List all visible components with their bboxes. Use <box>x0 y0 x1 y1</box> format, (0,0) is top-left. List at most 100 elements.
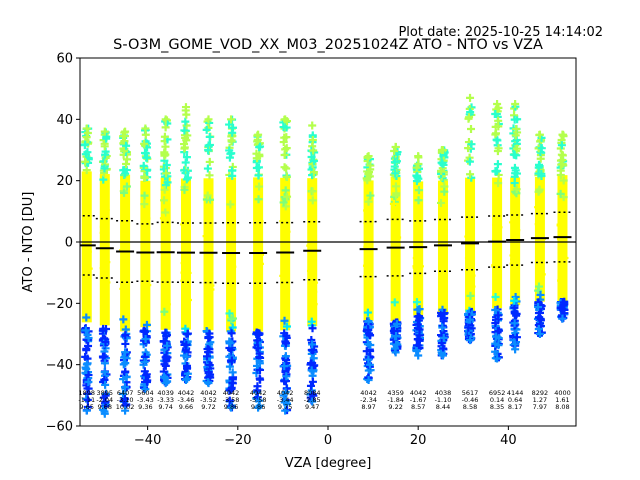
data-point <box>466 336 475 345</box>
data-point <box>225 309 234 318</box>
data-point <box>414 351 423 360</box>
data-point <box>439 344 448 353</box>
data-point <box>308 324 317 333</box>
data-point <box>227 115 236 124</box>
data-point <box>282 172 291 181</box>
data-band <box>307 178 318 327</box>
group-stdev-label: 9.75 <box>278 403 292 411</box>
data-point <box>122 141 131 150</box>
data-point <box>392 319 401 328</box>
data-point <box>82 360 91 369</box>
data-point <box>101 380 110 389</box>
y-tick-label: 20 <box>56 174 73 189</box>
data-band <box>413 181 424 316</box>
data-point <box>308 340 317 349</box>
data-point <box>281 337 290 346</box>
data-point <box>83 330 92 339</box>
data-point <box>308 271 317 280</box>
data-point <box>101 338 110 347</box>
data-point <box>464 232 473 241</box>
data-point <box>364 376 373 384</box>
y-tick-label: −60 <box>46 420 73 435</box>
data-point <box>279 271 288 280</box>
data-point <box>307 297 316 306</box>
group-count-label: 8084 <box>304 389 321 397</box>
data-point <box>81 150 90 159</box>
data-point <box>390 147 399 156</box>
data-point <box>183 329 192 338</box>
data-point <box>141 371 150 380</box>
data-point <box>81 352 90 361</box>
data-point <box>205 157 214 166</box>
data-point <box>255 182 264 191</box>
data-point <box>364 317 373 326</box>
data-point <box>363 206 372 215</box>
data-point <box>512 209 521 218</box>
data-point <box>557 221 566 230</box>
chart-title: S-O3M_GOME_VOD_XX_M03_20251024Z ATO - NT… <box>113 37 543 53</box>
data-point <box>141 334 150 343</box>
data-point <box>307 366 316 375</box>
data-point <box>99 228 108 237</box>
group-stdev-label: 8.57 <box>411 403 425 411</box>
data-point <box>512 185 521 194</box>
data-point <box>162 300 171 309</box>
data-point <box>121 127 130 136</box>
group-count-label: 4042 <box>410 389 427 397</box>
group-stdev-label: 8.35 <box>490 403 504 411</box>
data-point <box>81 157 90 166</box>
data-point <box>493 100 502 108</box>
data-point <box>101 150 110 159</box>
data-point <box>414 196 423 205</box>
group-stdev-label: 8.58 <box>463 403 477 411</box>
data-point <box>84 384 93 393</box>
data-point <box>204 348 213 357</box>
data-point <box>205 171 214 180</box>
data-point <box>162 355 171 364</box>
data-point <box>558 130 567 139</box>
data-point <box>253 244 262 253</box>
data-point <box>253 336 262 345</box>
data-point <box>255 365 264 374</box>
group-stdev-label: 8.08 <box>555 403 569 411</box>
data-point <box>83 395 92 404</box>
data-point <box>281 186 290 195</box>
data-point <box>140 191 149 200</box>
data-point <box>389 199 398 208</box>
group-stdev-label: 8.17 <box>508 403 522 411</box>
data-point <box>203 164 212 173</box>
data-point <box>181 158 190 167</box>
data-point <box>437 339 446 348</box>
group-median-label: -3.33 <box>157 396 174 404</box>
data-point <box>254 163 263 172</box>
data-point <box>390 298 399 307</box>
group-count-label: 3895 <box>97 389 114 397</box>
data-point <box>510 319 519 328</box>
data-point <box>437 166 446 175</box>
data-point <box>491 319 500 328</box>
group-median-label: -1.67 <box>410 396 427 404</box>
group-count-label: 4039 <box>157 389 174 397</box>
data-point <box>438 351 447 360</box>
data-point <box>309 354 318 363</box>
data-band <box>363 180 374 321</box>
data-point <box>83 247 92 256</box>
y-tick-label: 0 <box>65 236 73 251</box>
data-point <box>491 339 500 348</box>
group-stdev-label: 7.97 <box>533 403 547 411</box>
data-point <box>253 237 262 246</box>
group-count-label: 4042 <box>223 389 240 397</box>
data-point <box>253 386 262 395</box>
data-point <box>511 345 520 354</box>
stat-lines <box>80 211 572 284</box>
data-point <box>393 340 402 349</box>
data-point <box>161 379 170 388</box>
data-point <box>494 144 503 153</box>
data-point <box>122 159 131 168</box>
data-point <box>362 261 371 270</box>
data-point <box>466 93 475 102</box>
data-band <box>160 177 171 330</box>
data-point <box>180 126 189 135</box>
data-point <box>363 308 372 317</box>
